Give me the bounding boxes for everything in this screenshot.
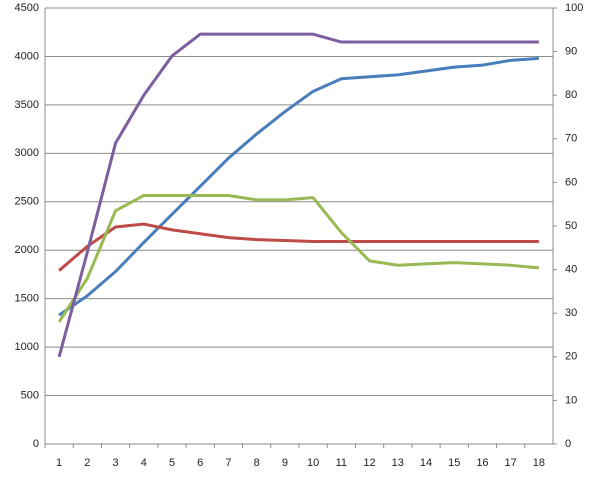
x-tick-label: 14 <box>420 457 432 469</box>
y2-tick-label: 10 <box>565 394 577 406</box>
y-tick-label: 1000 <box>15 341 39 353</box>
x-tick-label: 18 <box>533 457 545 469</box>
x-tick-label: 13 <box>392 457 404 469</box>
x-tick-label: 9 <box>282 457 288 469</box>
y2-tick-label: 50 <box>565 220 577 232</box>
y-tick-label: 4000 <box>15 50 39 62</box>
x-tick-label: 17 <box>505 457 517 469</box>
x-tick-label: 3 <box>112 457 118 469</box>
series-line <box>58 56 539 317</box>
y2-tick-label: 20 <box>565 351 577 363</box>
y-tick-label: 500 <box>21 389 39 401</box>
y2-tick-label: 40 <box>565 264 577 276</box>
x-tick-label: 6 <box>197 457 203 469</box>
x-tick-label: 11 <box>336 457 347 469</box>
x-tick-label: 15 <box>448 457 460 469</box>
y-tick-label: 2500 <box>15 196 39 208</box>
x-tick-label: 16 <box>476 457 488 469</box>
series-line <box>58 222 539 272</box>
y2-tick-label: 30 <box>565 307 577 319</box>
x-tick-label: 5 <box>169 457 175 469</box>
x-tick-label: 12 <box>363 457 375 469</box>
y-tick-label: 3500 <box>15 99 39 111</box>
y2-tick-label: 60 <box>565 176 577 188</box>
x-tick-label: 2 <box>84 457 90 469</box>
y2-tick-label: 80 <box>565 89 577 101</box>
x-tick-label: 4 <box>141 457 147 469</box>
x-tick-label: 1 <box>56 457 62 469</box>
y-tick-label: 2000 <box>15 244 39 256</box>
y-tick-label: 3000 <box>15 147 39 159</box>
series-line <box>57 193 540 323</box>
y-tick-label: 4500 <box>15 2 39 14</box>
y-tick-label: 1500 <box>15 293 39 305</box>
y2-tick-label: 90 <box>565 46 577 58</box>
series-line <box>57 32 539 358</box>
y2-tick-label: 0 <box>565 438 571 450</box>
x-tick-label: 8 <box>254 457 260 469</box>
y2-tick-label: 70 <box>565 133 577 145</box>
x-tick-label: 10 <box>307 457 319 469</box>
y-tick-label: 0 <box>33 438 39 450</box>
x-tick-label: 7 <box>225 457 231 469</box>
y2-tick-label: 100 <box>565 2 583 14</box>
